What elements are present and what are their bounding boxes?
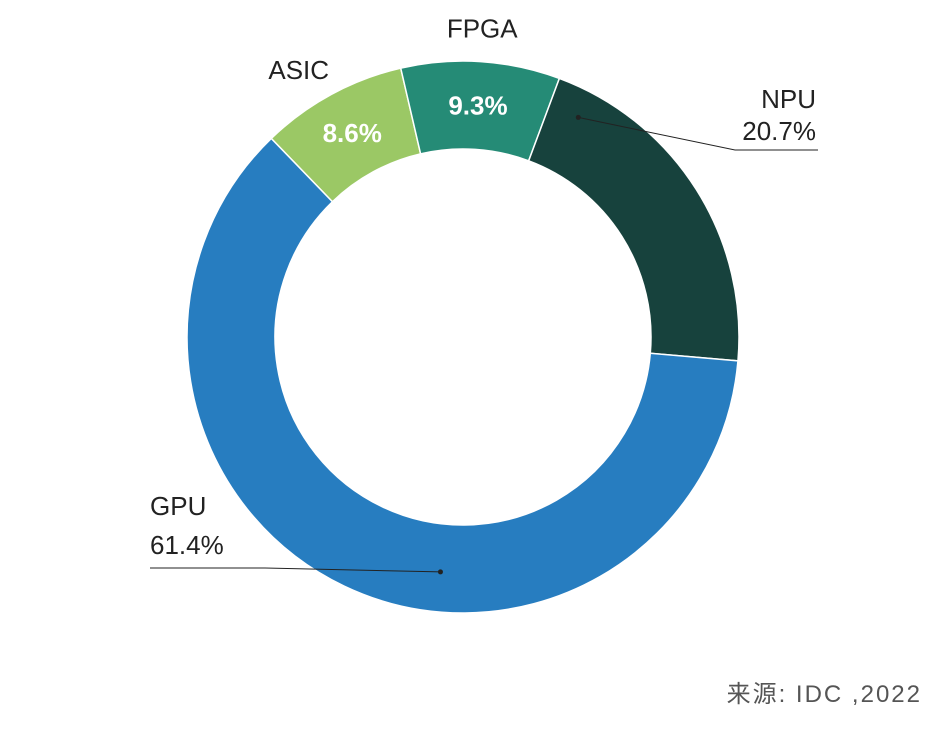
value-label-gpu: 61.4% bbox=[150, 530, 224, 560]
leader-line-gpu bbox=[150, 567, 441, 573]
leader-dot-gpu bbox=[437, 569, 443, 575]
value-label-fpga: 9.3% bbox=[448, 90, 507, 120]
leader-line-npu bbox=[578, 116, 818, 151]
category-label-asic: ASIC bbox=[268, 55, 329, 85]
value-label-asic: 8.6% bbox=[323, 118, 382, 148]
category-label-gpu: GPU bbox=[150, 491, 206, 521]
value-label-npu: 20.7% bbox=[742, 116, 816, 146]
category-label-npu: NPU bbox=[761, 84, 816, 114]
category-label-fpga: FPGA bbox=[447, 14, 518, 44]
slice-gpu bbox=[186, 137, 739, 614]
leader-dot-npu bbox=[575, 114, 581, 120]
source-note: 来源: IDC ,2022 bbox=[727, 681, 922, 708]
slice-npu bbox=[527, 77, 740, 362]
